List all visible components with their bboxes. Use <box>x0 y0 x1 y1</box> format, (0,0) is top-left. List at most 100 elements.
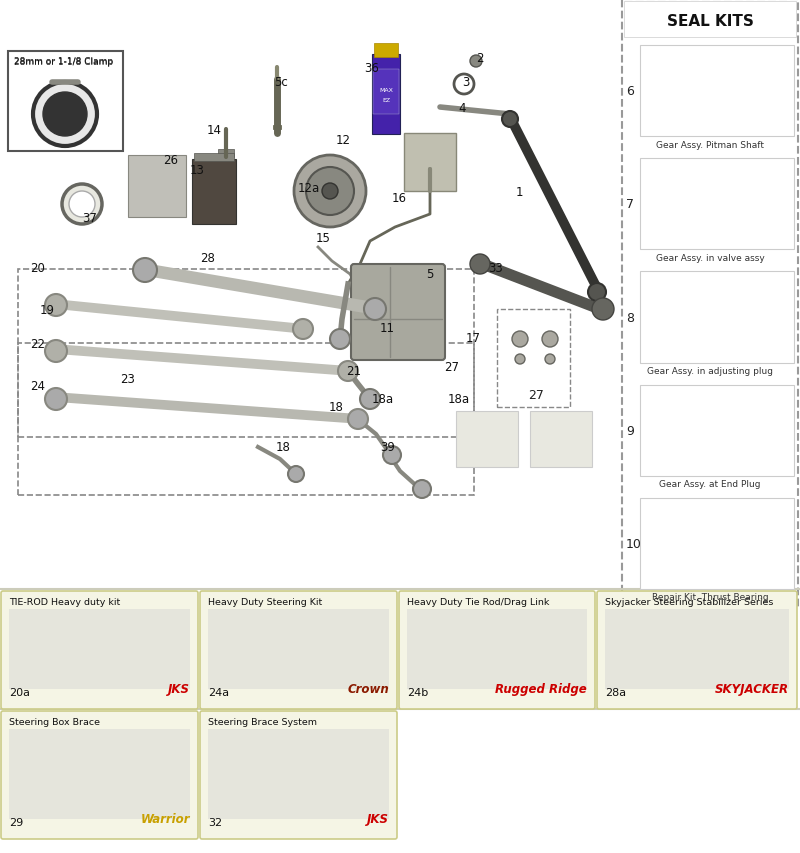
Text: 18: 18 <box>329 401 344 414</box>
Circle shape <box>45 294 67 316</box>
Bar <box>194 154 234 162</box>
Text: 20: 20 <box>30 261 45 274</box>
Circle shape <box>322 183 338 200</box>
Circle shape <box>330 329 350 350</box>
Text: Heavy Duty Tie Rod/Drag Link: Heavy Duty Tie Rod/Drag Link <box>407 597 550 606</box>
Bar <box>640 159 794 250</box>
Bar <box>372 55 400 135</box>
Text: 16: 16 <box>392 191 407 204</box>
FancyBboxPatch shape <box>1 591 198 709</box>
FancyBboxPatch shape <box>1 711 198 839</box>
Bar <box>530 411 592 467</box>
Text: 24b: 24b <box>407 688 428 697</box>
Text: Gear Assy. Pitman Shaft: Gear Assy. Pitman Shaft <box>656 141 764 149</box>
Bar <box>374 44 398 58</box>
Bar <box>624 2 796 38</box>
Text: 12a: 12a <box>298 182 320 194</box>
Text: 9: 9 <box>626 424 634 438</box>
Bar <box>192 160 236 224</box>
Circle shape <box>545 355 555 364</box>
Text: TIE-ROD Heavy duty kit: TIE-ROD Heavy duty kit <box>9 597 120 606</box>
Text: 12: 12 <box>336 133 351 147</box>
Text: JKS: JKS <box>367 812 389 825</box>
Text: 26: 26 <box>163 154 178 166</box>
Circle shape <box>69 192 95 218</box>
Bar <box>18 344 474 496</box>
FancyBboxPatch shape <box>200 711 397 839</box>
Text: 14: 14 <box>207 124 222 136</box>
Text: EZ: EZ <box>382 97 390 102</box>
FancyBboxPatch shape <box>200 591 397 709</box>
Bar <box>640 272 794 363</box>
Bar <box>9 729 190 819</box>
Circle shape <box>470 255 490 275</box>
Bar <box>640 46 794 137</box>
Bar <box>373 70 399 115</box>
Text: 18a: 18a <box>448 393 470 406</box>
Circle shape <box>45 389 67 410</box>
Text: Gear Assy. in valve assy: Gear Assy. in valve assy <box>656 253 764 263</box>
Circle shape <box>512 332 528 347</box>
Text: 27: 27 <box>528 389 544 402</box>
Text: 6: 6 <box>626 85 634 98</box>
Text: 4: 4 <box>458 102 466 114</box>
FancyBboxPatch shape <box>399 591 595 709</box>
Text: MAX: MAX <box>379 87 393 92</box>
Circle shape <box>383 446 401 464</box>
Circle shape <box>43 93 87 136</box>
Circle shape <box>413 480 431 498</box>
Text: 3: 3 <box>462 75 470 89</box>
Circle shape <box>542 332 558 347</box>
Text: 17: 17 <box>466 331 481 344</box>
Text: 15: 15 <box>316 231 331 244</box>
Text: Skyjacker Steering Stabilizer Series: Skyjacker Steering Stabilizer Series <box>605 597 774 606</box>
Circle shape <box>360 390 380 409</box>
Text: 1: 1 <box>516 185 523 198</box>
Text: 13: 13 <box>190 163 205 177</box>
Bar <box>640 498 794 589</box>
Circle shape <box>288 467 304 483</box>
Text: 27: 27 <box>444 361 459 374</box>
Bar <box>404 134 456 192</box>
Circle shape <box>45 340 67 363</box>
Circle shape <box>62 185 102 224</box>
Circle shape <box>348 409 368 430</box>
Text: 5c: 5c <box>274 77 288 90</box>
Circle shape <box>338 362 358 381</box>
Bar <box>18 270 474 438</box>
Bar <box>208 729 389 819</box>
Bar <box>456 411 518 467</box>
Text: 28mm or 1-1/8 Clamp: 28mm or 1-1/8 Clamp <box>14 58 113 67</box>
Text: 28mm or 1-1/8 Clamp: 28mm or 1-1/8 Clamp <box>14 57 113 66</box>
Text: 8: 8 <box>626 311 634 324</box>
Text: 33: 33 <box>488 261 502 274</box>
Bar <box>8 52 123 152</box>
Bar <box>273 126 281 130</box>
Text: 20a: 20a <box>9 688 30 697</box>
Text: Gear Assy. in adjusting plug: Gear Assy. in adjusting plug <box>647 367 773 375</box>
Text: 36: 36 <box>364 61 379 74</box>
Text: Steering Box Brace: Steering Box Brace <box>9 717 100 726</box>
Text: Repair Kit, Thrust Bearing: Repair Kit, Thrust Bearing <box>652 593 768 602</box>
Text: JKS: JKS <box>168 682 190 695</box>
Bar <box>407 609 587 689</box>
Circle shape <box>293 320 313 339</box>
Circle shape <box>306 168 354 216</box>
Text: 24: 24 <box>30 380 45 393</box>
Circle shape <box>515 355 525 364</box>
Circle shape <box>502 112 518 128</box>
Text: Heavy Duty Steering Kit: Heavy Duty Steering Kit <box>208 597 322 606</box>
Text: 24a: 24a <box>208 688 229 697</box>
Text: 29: 29 <box>9 817 23 827</box>
Bar <box>640 386 794 476</box>
Text: 22: 22 <box>30 338 45 351</box>
Text: 7: 7 <box>626 198 634 211</box>
Bar <box>218 150 234 158</box>
Text: 18: 18 <box>276 441 291 454</box>
Bar <box>497 310 570 408</box>
Text: SKYJACKER: SKYJACKER <box>715 682 789 695</box>
Circle shape <box>33 83 97 147</box>
Circle shape <box>294 156 366 228</box>
Circle shape <box>364 299 386 321</box>
FancyBboxPatch shape <box>351 264 445 361</box>
